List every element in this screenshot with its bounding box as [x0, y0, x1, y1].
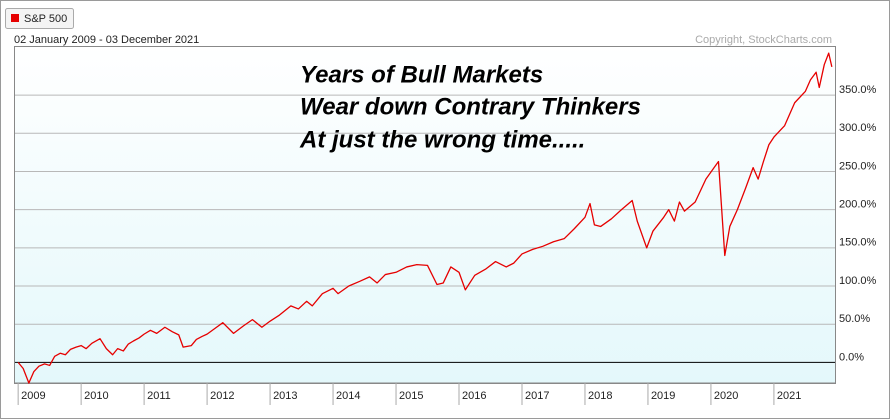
y-tick-label: 250.0% [839, 160, 877, 172]
x-tick-label: 2020 [714, 390, 738, 402]
y-tick-label: 300.0% [839, 122, 877, 134]
y-tick-label: 0.0% [839, 351, 864, 363]
y-tick-label: 50.0% [839, 313, 870, 325]
subtitle: 02 January 2009 - 03 December 2021 [14, 34, 199, 46]
x-tick-label: 2013 [273, 390, 297, 402]
x-tick-label: 2014 [336, 390, 360, 402]
x-tick-label: 2018 [588, 390, 612, 402]
x-tick-label: 2012 [210, 390, 234, 402]
y-tick-label: 150.0% [839, 237, 877, 249]
legend-box [5, 8, 74, 29]
x-tick-label: 2021 [777, 390, 801, 402]
x-tick-label: 2016 [462, 390, 486, 402]
annotation: At just the wrong time..... [299, 126, 585, 153]
x-tick-label: 2009 [21, 390, 45, 402]
price-line [17, 52, 833, 384]
y-tick-label: 350.0% [839, 84, 877, 96]
x-tick-label: 2015 [399, 390, 423, 402]
legend-label: S&P 500 [24, 13, 67, 25]
y-tick-label: 200.0% [839, 199, 877, 211]
credit: Copyright, StockCharts.com [695, 34, 832, 46]
x-tick-label: 2011 [147, 390, 171, 402]
legend-swatch [11, 14, 19, 22]
annotation: Wear down Contrary Thinkers [300, 93, 641, 120]
x-tick-label: 2010 [84, 390, 108, 402]
plot-area [14, 46, 836, 384]
annotation: Years of Bull Markets [300, 61, 543, 88]
y-tick-label: 100.0% [839, 275, 877, 287]
x-tick-label: 2017 [525, 390, 549, 402]
x-tick-label: 2019 [651, 390, 675, 402]
